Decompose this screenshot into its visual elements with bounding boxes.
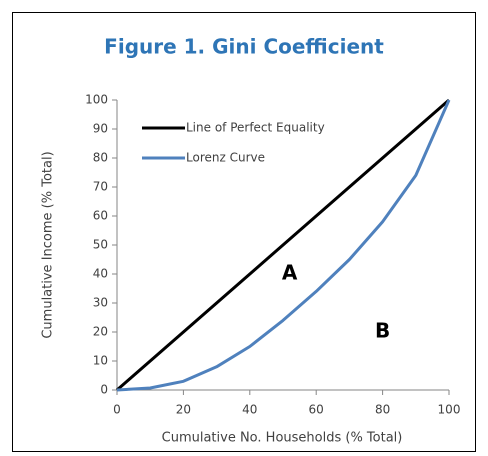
x-tick-label: 0 (113, 403, 121, 417)
y-tick-label: 20 (93, 325, 108, 339)
y-tick-label: 70 (93, 180, 108, 194)
x-tick-label: 100 (438, 403, 461, 417)
x-tick-label: 60 (309, 403, 324, 417)
y-tick-label: 0 (100, 383, 108, 397)
y-axis-title: Cumulative Income (% Total) (41, 151, 56, 338)
y-tick-label: 30 (93, 296, 108, 310)
chart-title: Figure 1. Gini Coefficient (104, 35, 384, 59)
annotation: B (375, 319, 390, 343)
chart-frame (12, 12, 476, 452)
legend-label: Line of Perfect Equality (186, 121, 325, 135)
x-tick-label: 20 (176, 403, 191, 417)
x-tick-label: 80 (375, 403, 390, 417)
y-tick-label: 100 (85, 93, 108, 107)
y-tick-label: 90 (93, 122, 108, 136)
series-line (116, 99, 451, 392)
series-line (116, 98, 450, 392)
x-axis-title: Cumulative No. Households (% Total) (162, 431, 403, 446)
y-tick-label: 10 (93, 354, 108, 368)
y-tick-label: 40 (93, 267, 108, 281)
y-tick-label: 80 (93, 151, 108, 165)
y-tick-label: 50 (93, 238, 108, 252)
legend-label: Lorenz Curve (186, 151, 265, 165)
annotation: A (282, 261, 298, 285)
x-tick-label: 40 (242, 403, 257, 417)
y-tick-label: 60 (93, 209, 108, 223)
